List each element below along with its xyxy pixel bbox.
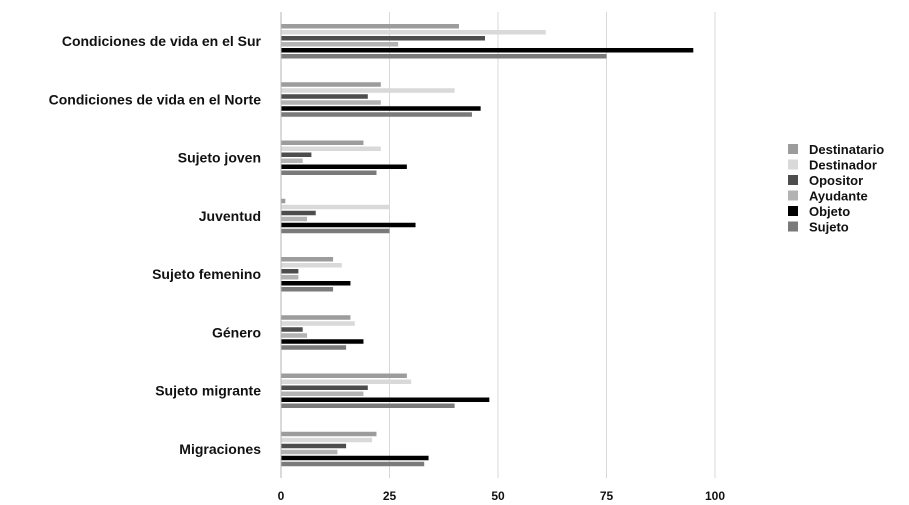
chart-grid xyxy=(389,12,716,478)
bar xyxy=(281,164,407,169)
legend-label: Destinador xyxy=(809,158,877,173)
category-label: Migraciones xyxy=(179,441,261,457)
legend-label: Destinatario xyxy=(809,142,884,157)
legend-label: Sujeto xyxy=(809,220,849,235)
bar xyxy=(281,263,342,268)
category-label: Condiciones de vida en el Norte xyxy=(49,91,262,107)
bar xyxy=(281,30,546,35)
bar xyxy=(281,106,481,111)
x-tick-label: 0 xyxy=(278,489,285,503)
legend-swatch xyxy=(788,144,798,154)
bar xyxy=(281,36,485,41)
bar xyxy=(281,379,412,384)
bar xyxy=(281,140,364,145)
x-tick-label: 50 xyxy=(491,489,505,503)
bar xyxy=(281,42,399,47)
chart-bars xyxy=(281,24,694,467)
bar xyxy=(281,94,368,99)
bar xyxy=(281,275,299,280)
bar xyxy=(281,391,364,396)
bar xyxy=(281,397,490,402)
legend-swatch xyxy=(788,175,798,185)
bar xyxy=(281,403,455,408)
bar xyxy=(281,88,455,93)
bar xyxy=(281,281,351,286)
bar xyxy=(281,216,308,222)
bar xyxy=(281,198,286,204)
legend-swatch xyxy=(788,206,798,216)
bar xyxy=(281,210,316,216)
category-label: Sujeto femenino xyxy=(152,266,261,282)
bar xyxy=(281,82,381,87)
bar xyxy=(281,437,373,443)
bar xyxy=(281,48,694,53)
category-label: Sujeto migrante xyxy=(155,383,261,399)
bar xyxy=(281,24,459,29)
bar xyxy=(281,315,351,320)
bar xyxy=(281,345,347,350)
x-tick-label: 75 xyxy=(600,489,614,503)
legend-swatch xyxy=(788,190,798,201)
bar xyxy=(281,431,377,437)
bar xyxy=(281,170,377,175)
bar xyxy=(281,327,303,332)
bar xyxy=(281,321,355,326)
bar xyxy=(281,54,607,59)
bar xyxy=(281,449,338,455)
bar xyxy=(281,373,407,378)
category-labels: Condiciones de vida en el Sur Condiciones… xyxy=(49,33,262,457)
category-label: Sujeto joven xyxy=(178,150,261,166)
bar xyxy=(281,287,334,292)
bar xyxy=(281,146,381,151)
bar xyxy=(281,112,472,117)
x-tick-labels: 0 25 50 75 100 xyxy=(278,489,726,503)
bar xyxy=(281,204,390,210)
bar xyxy=(281,461,425,467)
bar xyxy=(281,443,347,449)
bar xyxy=(281,158,303,163)
category-label: Condiciones de vida en el Sur xyxy=(62,33,262,49)
legend-swatch xyxy=(788,221,798,232)
legend-label: Objeto xyxy=(809,204,850,219)
legend-label: Opositor xyxy=(809,173,863,188)
legend-swatch xyxy=(788,159,798,170)
x-tick-label: 25 xyxy=(383,489,397,503)
x-tick-label: 100 xyxy=(705,489,725,503)
bar xyxy=(281,269,299,274)
bar xyxy=(281,222,416,228)
bar xyxy=(281,152,312,157)
category-label: Juventud xyxy=(199,208,261,224)
bar xyxy=(281,257,334,262)
bar xyxy=(281,339,364,344)
bar xyxy=(281,100,381,105)
bar xyxy=(281,385,368,390)
bar xyxy=(281,333,308,338)
bar xyxy=(281,455,429,461)
legend: DestinatarioDestinadorOpositorAyudanteOb… xyxy=(788,142,884,235)
bar xyxy=(281,228,390,234)
category-label: Género xyxy=(212,324,261,340)
legend-label: Ayudante xyxy=(809,189,868,204)
